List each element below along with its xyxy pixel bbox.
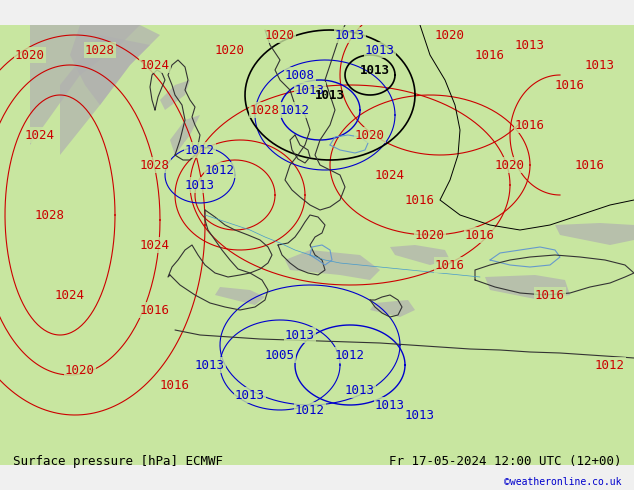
- Text: 1024: 1024: [140, 239, 170, 251]
- Text: 1012: 1012: [595, 359, 625, 371]
- Text: 1012: 1012: [280, 103, 310, 117]
- Text: 1016: 1016: [405, 194, 435, 206]
- Text: 1013: 1013: [375, 398, 405, 412]
- Text: 1024: 1024: [55, 289, 85, 301]
- Text: 1016: 1016: [435, 259, 465, 271]
- Text: 1013: 1013: [365, 44, 395, 56]
- Text: 1020: 1020: [435, 28, 465, 42]
- Text: 1016: 1016: [575, 158, 605, 172]
- Text: 1024: 1024: [25, 128, 55, 142]
- Text: ©weatheronline.co.uk: ©weatheronline.co.uk: [504, 477, 621, 487]
- Text: Surface pressure [hPa] ECMWF: Surface pressure [hPa] ECMWF: [13, 456, 223, 468]
- Polygon shape: [60, 35, 150, 155]
- Text: 1013: 1013: [515, 39, 545, 51]
- Text: 1005: 1005: [265, 348, 295, 362]
- Polygon shape: [70, 25, 160, 105]
- Polygon shape: [485, 275, 570, 300]
- Text: 1013: 1013: [360, 64, 390, 76]
- Text: 1013: 1013: [315, 89, 345, 101]
- Text: 1024: 1024: [375, 169, 405, 181]
- Polygon shape: [160, 80, 190, 110]
- Polygon shape: [285, 250, 380, 280]
- Text: 1008: 1008: [285, 69, 315, 81]
- Text: 1020: 1020: [495, 158, 525, 172]
- Text: 1012: 1012: [185, 144, 215, 156]
- Polygon shape: [170, 115, 200, 155]
- Text: 1016: 1016: [555, 78, 585, 92]
- Text: 1016: 1016: [535, 289, 565, 301]
- Text: 1016: 1016: [140, 303, 170, 317]
- Text: 1020: 1020: [415, 228, 445, 242]
- Text: 1016: 1016: [515, 119, 545, 131]
- Text: 1013: 1013: [235, 389, 265, 401]
- Polygon shape: [390, 245, 450, 265]
- Text: 1012: 1012: [295, 403, 325, 416]
- Text: 1012: 1012: [205, 164, 235, 176]
- Text: 1013: 1013: [585, 58, 615, 72]
- Text: 1013: 1013: [405, 409, 435, 421]
- Text: 1013: 1013: [345, 384, 375, 396]
- Text: 1020: 1020: [355, 128, 385, 142]
- Text: 1013: 1013: [295, 83, 325, 97]
- Text: 1013: 1013: [285, 328, 315, 342]
- Polygon shape: [555, 223, 634, 245]
- Text: 1016: 1016: [475, 49, 505, 62]
- Polygon shape: [370, 300, 415, 317]
- Bar: [0, 465, 634, 490]
- Text: 1020: 1020: [65, 364, 95, 376]
- Text: 1013: 1013: [335, 28, 365, 42]
- Polygon shape: [30, 25, 140, 145]
- Text: 1020: 1020: [265, 28, 295, 42]
- Text: 1013: 1013: [195, 359, 225, 371]
- Text: 1028: 1028: [85, 44, 115, 56]
- Text: 1020: 1020: [15, 49, 45, 62]
- Text: 1012: 1012: [335, 348, 365, 362]
- Text: 1028: 1028: [250, 103, 280, 117]
- Text: 1020: 1020: [215, 44, 245, 56]
- Text: 1016: 1016: [465, 228, 495, 242]
- Text: 1013: 1013: [185, 178, 215, 192]
- Text: Fr 17-05-2024 12:00 UTC (12+00): Fr 17-05-2024 12:00 UTC (12+00): [389, 456, 621, 468]
- Text: 1028: 1028: [35, 209, 65, 221]
- Text: 1016: 1016: [160, 378, 190, 392]
- Text: 1024: 1024: [140, 58, 170, 72]
- Polygon shape: [215, 287, 265, 305]
- Text: 1028: 1028: [140, 158, 170, 172]
